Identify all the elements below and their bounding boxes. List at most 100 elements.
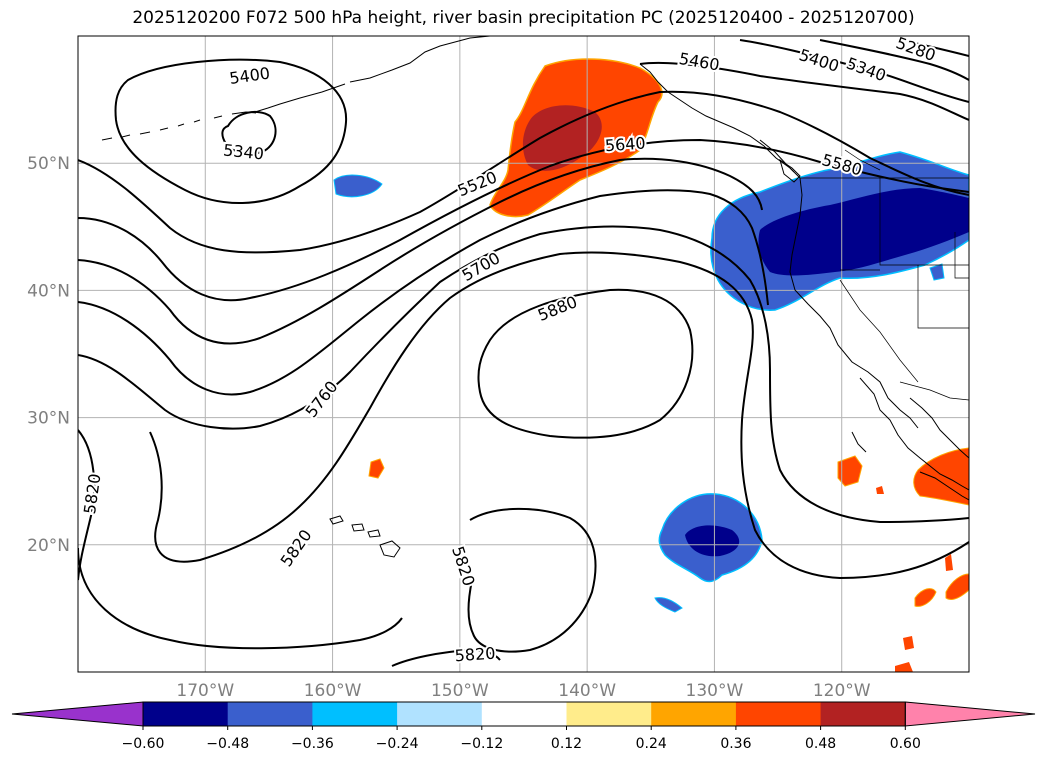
gridlines: [78, 36, 969, 672]
coastline-british-columbia: [759, 139, 795, 173]
border-us-mexico: [899, 381, 969, 401]
coastline-baja-inner: [909, 397, 969, 459]
contour-5400: [114, 58, 348, 204]
precip-negative-area: [929, 263, 945, 281]
contour-5760: [78, 225, 969, 524]
precip-negative-area: [654, 597, 683, 613]
contour-5460: [639, 61, 969, 121]
colorbar-segment: [227, 702, 313, 726]
colorbar-segment: [735, 702, 822, 726]
contour-label: 5640: [604, 133, 646, 155]
colorbar-segment: [397, 702, 483, 726]
colorbar-segment: [820, 702, 906, 726]
colorbar-tick-label: 0.60: [890, 736, 921, 752]
contour-5820-bottom: [391, 648, 501, 667]
contour-label: 5400: [797, 45, 842, 76]
map-frame: [77, 35, 970, 673]
colorbar-tick-label: 0.48: [805, 736, 836, 752]
precip-positive-area: [945, 573, 969, 601]
contour-label: 5400: [228, 63, 271, 87]
precip-shading: [333, 58, 969, 672]
colorbar-tick-label: 0.36: [720, 736, 751, 752]
longitude-labels: 170°W 160°W 150°W 140°W 130°W 120°W: [176, 681, 870, 701]
lat-tick-label: 50°N: [27, 154, 70, 174]
colorbar-segment: [566, 702, 652, 726]
border-state: [879, 178, 969, 266]
chart-title: 2025120200 F072 500 hPa height, river ba…: [132, 8, 915, 28]
contour-5340: [221, 110, 277, 155]
lat-tick-label: 30°N: [27, 409, 70, 429]
coastline-vancouver-island: [779, 158, 801, 183]
precip-positive-area: [876, 486, 884, 494]
coastline-alaska: [254, 83, 346, 113]
colorbar-extend-high: [904, 701, 1036, 727]
contour-5400-east: [739, 39, 969, 103]
colorbar-tick-label: 0.24: [636, 736, 667, 752]
colorbar-segment: [312, 702, 398, 726]
colorbar-tick-label: 0.12: [551, 736, 582, 752]
coastline-hawaii-oahu: [351, 523, 365, 532]
lon-tick-label: 140°W: [558, 681, 616, 701]
coastline-aleutians: [101, 111, 257, 141]
contour-label: 5820: [80, 472, 104, 515]
coastline-west-us: [789, 177, 919, 429]
contour-5880: [477, 288, 694, 439]
coastline-baja: [859, 377, 969, 491]
colorbar-frame: [142, 701, 906, 727]
contour-label: 5760: [302, 377, 342, 421]
contour-label: 5820: [277, 526, 316, 570]
precip-negative-area: [333, 174, 383, 198]
contour-label: 5340: [222, 140, 264, 163]
lon-tick-label: 160°W: [304, 681, 362, 701]
contour-label: 5820: [454, 644, 496, 666]
colorbar-tick-label: −0.24: [376, 736, 419, 752]
colorbar-extend-low: [11, 701, 144, 727]
borders: [800, 149, 969, 401]
precip-positive-area: [903, 636, 914, 650]
contour-5640: [78, 157, 763, 345]
colorbar-tick-label: −0.36: [291, 736, 334, 752]
contour-5820-main: [149, 251, 969, 580]
lon-tick-label: 150°W: [431, 681, 489, 701]
border-province: [844, 149, 881, 171]
colorbar-tick-label: −0.12: [460, 736, 503, 752]
precip-strong-negative-area: [685, 525, 740, 557]
contour-label: 5340: [844, 54, 889, 86]
colorbar-segment: [143, 702, 229, 726]
colorbar: −0.60 −0.48 −0.36 −0.24 −0.12 0.12 0.24 0.36 0.4…: [11, 701, 1036, 752]
lon-tick-label: 170°W: [176, 681, 234, 701]
colorbar-segment: [651, 702, 737, 726]
coastlines: [101, 36, 969, 558]
coastline-southeast-alaska: [639, 63, 801, 179]
lon-tick-label: 120°W: [813, 681, 871, 701]
coastline-hawaii-molokai: [367, 529, 381, 538]
colorbar-tick-label: −0.60: [122, 736, 165, 752]
precip-positive-area: [895, 662, 913, 672]
contour-5520: [78, 90, 969, 254]
precip-positive-area: [368, 458, 385, 479]
precip-positive-area: [837, 455, 863, 487]
height-contours: [78, 39, 969, 667]
contour-5700: [78, 189, 769, 396]
precip-positive-area: [914, 588, 937, 607]
latitude-labels: 50°N 40°N 30°N 20°N: [27, 154, 70, 556]
contour-5280: [899, 39, 969, 57]
precip-positive-area: [945, 554, 953, 571]
coastline-gulf-california: [851, 431, 867, 453]
contour-5340-east: [819, 39, 969, 81]
colorbar-segment: [481, 702, 567, 726]
lat-tick-label: 40°N: [27, 281, 70, 301]
coastline-hawaii-kauai: [329, 515, 344, 525]
contour-label: 5820: [448, 544, 479, 589]
precip-positive-area: [913, 447, 969, 506]
border-state: [917, 265, 969, 329]
coastline-alaska: [349, 36, 491, 83]
contour-5820-south: [78, 547, 403, 650]
precip-strong-positive-area: [522, 105, 602, 171]
precip-strong-negative-area: [758, 188, 969, 276]
colorbar-tick-label: −0.48: [206, 736, 249, 752]
contour-5820: [78, 429, 96, 581]
coastline-mainland-mexico: [919, 471, 969, 501]
